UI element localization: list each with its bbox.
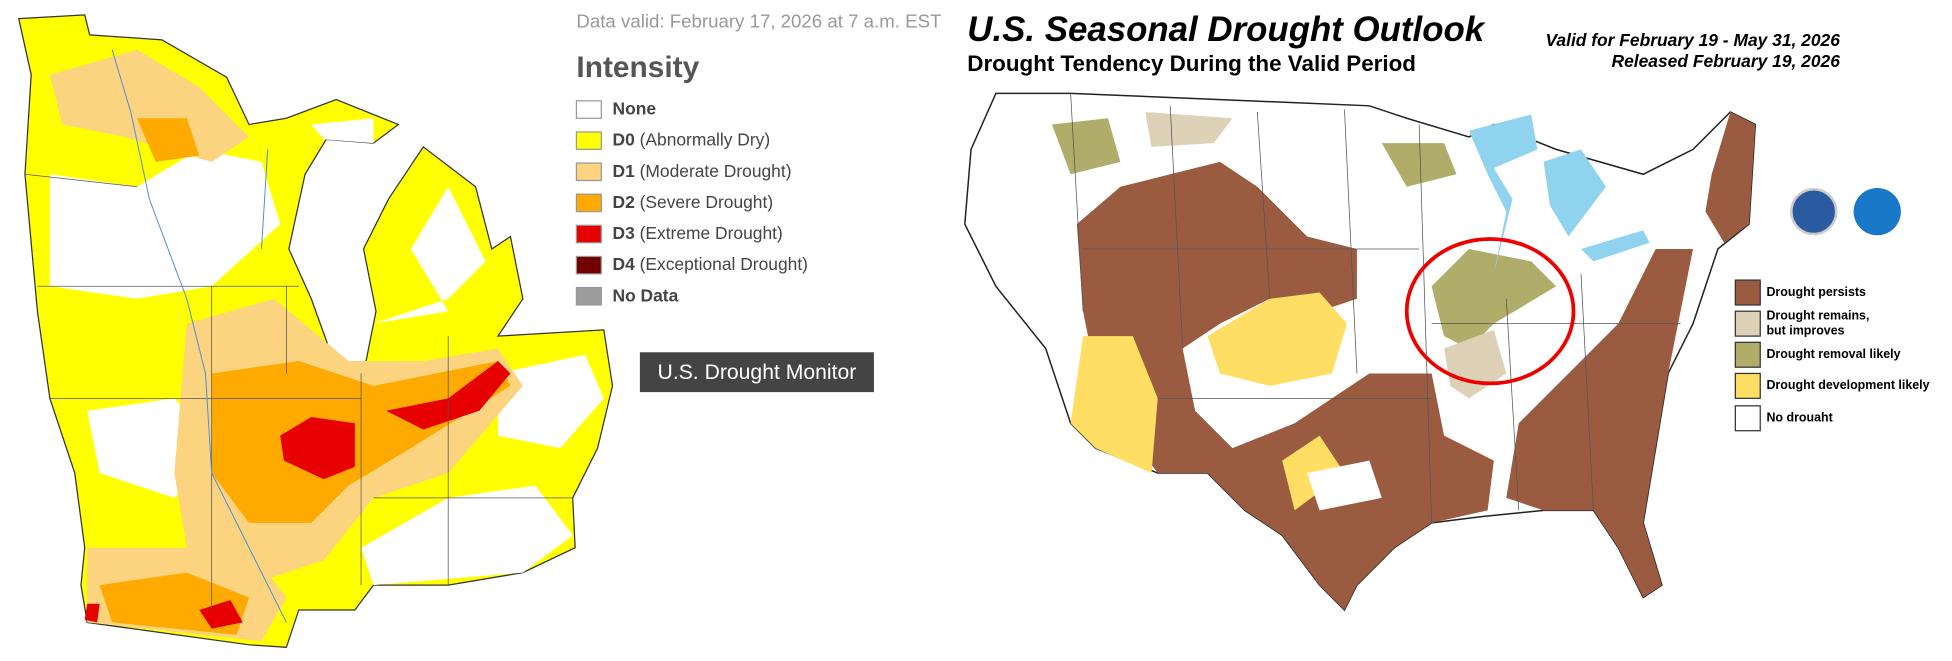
drought-monitor-map [17,14,614,648]
legend-entry: D0 (Abnormally Dry) [613,129,771,149]
legend-entry: D1 (Moderate Drought) [613,160,792,180]
badge: U.S. Drought Monitor [658,361,857,384]
badge-bg [639,352,874,393]
legend-label: but improves [1766,323,1844,337]
legend-code: No Data [613,285,679,305]
legend-swatch [1734,372,1761,399]
legend-swatch [1734,341,1761,368]
legend-code: D3 [613,223,636,243]
legend-title: Intensity [576,51,699,84]
outlook-map [964,92,1901,612]
legend-label: Drought persists [1766,285,1866,299]
legend-code: D1 [613,160,636,180]
legend-swatch [1734,405,1761,432]
legend-swatch [575,162,602,182]
legend-code: D0 [613,129,635,149]
legend-label: Drought remains, [1766,308,1869,322]
legend-label: (Extreme Drought) [640,223,783,243]
legend-code: D2 [613,192,635,212]
legend-code: None [613,98,657,118]
release-date: Released February 19, 2026 [1612,51,1841,71]
legend-label: (Exceptional Drought) [640,254,808,274]
outlook-legend: Drought persists Drought remains,but impr… [1734,279,1930,432]
legend-swatch [575,286,602,306]
legend-swatch [1734,310,1761,337]
outlook-subtitle: Drought Tendency During the Valid Period [967,51,1416,76]
legend-label: (Moderate Drought) [640,160,792,180]
legend-entry: None [613,98,657,118]
legend-entry: D3 (Extreme Drought) [613,223,783,243]
legend-swatch [575,100,602,119]
legend-label: (Severe Drought) [640,192,774,212]
legend-code: D4 [613,254,636,274]
data-valid: Data valid: February 17, 2026 at 7 a.m. … [576,10,941,31]
legend-entry: D2 (Severe Drought) [613,192,774,212]
legend-swatch [575,131,602,151]
legend-swatch [1734,279,1761,306]
legend-swatch [575,193,602,213]
valid-period: Valid for February 19 - May 31, 2026 [1545,30,1840,50]
legend-entry: No Data [613,285,679,305]
legend-label: (Abnormally Dry) [640,129,771,149]
legend-label: Drought development likely [1766,378,1929,392]
legend-label: Drought removal likely [1766,347,1900,361]
legend-label: No drouaht [1766,411,1832,425]
legend-swatch [575,255,602,275]
legend-entry: D4 (Exceptional Drought) [613,254,808,274]
legend-swatch [575,224,602,244]
outlook-title: U.S. Seasonal Drought Outlook [967,10,1486,49]
